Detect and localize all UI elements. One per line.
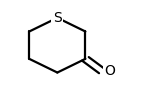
Text: O: O [105, 64, 116, 78]
Text: S: S [53, 11, 62, 25]
